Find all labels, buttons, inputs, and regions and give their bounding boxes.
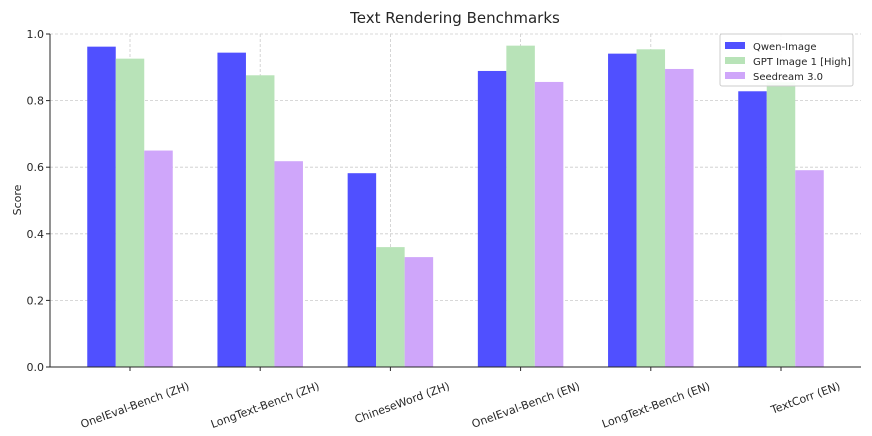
- y-tick-label: 0.6: [27, 161, 45, 174]
- bar: [636, 49, 666, 368]
- bar: [608, 53, 637, 367]
- bar: [534, 81, 564, 368]
- bar: [87, 46, 116, 368]
- x-tick-label: LongText-Bench (ZH): [209, 380, 321, 431]
- bar: [245, 75, 275, 368]
- y-axis-label: Score: [11, 184, 24, 215]
- x-tick-label: OneIEval-Bench (ZH): [79, 380, 191, 431]
- bar: [766, 82, 796, 367]
- legend-box: [719, 33, 854, 87]
- bar: [217, 52, 246, 367]
- bar: [795, 170, 824, 367]
- bar: [477, 70, 507, 367]
- bar: [738, 91, 767, 367]
- y-tick-label: 0.4: [27, 228, 45, 241]
- bar: [506, 45, 535, 367]
- x-tick-label: TextCorr (EN): [768, 380, 842, 417]
- legend-swatch: [725, 57, 745, 64]
- x-tick-label: ChineseWord (ZH): [353, 380, 452, 426]
- legend-swatch: [725, 72, 745, 79]
- y-tick-label: 0.0: [27, 361, 45, 374]
- legend-label: Qwen-Image: [753, 42, 816, 53]
- bars: [87, 45, 824, 368]
- legend: Qwen-Image GPT Image 1 [High] Seedream 3.0: [719, 33, 854, 87]
- y-tick-label: 0.8: [27, 95, 45, 108]
- legend-label: GPT Image 1 [High]: [753, 57, 851, 68]
- legend-label: Seedream 3.0: [753, 72, 823, 83]
- bar: [274, 161, 303, 367]
- bar: [144, 150, 173, 367]
- x-tick-label: LongText-Bench (EN): [600, 380, 712, 431]
- legend-swatch: [725, 42, 745, 49]
- y-tick-label: 0.2: [27, 294, 45, 307]
- x-tick-label: OneIEval-Bench (EN): [470, 380, 582, 431]
- bar: [115, 58, 145, 367]
- bar: [665, 68, 694, 367]
- bar: [376, 247, 405, 367]
- chart-title: Text Rendering Benchmarks: [349, 9, 560, 27]
- bar: [404, 257, 434, 367]
- y-tick-label: 1.0: [27, 28, 45, 41]
- bar: [347, 173, 377, 367]
